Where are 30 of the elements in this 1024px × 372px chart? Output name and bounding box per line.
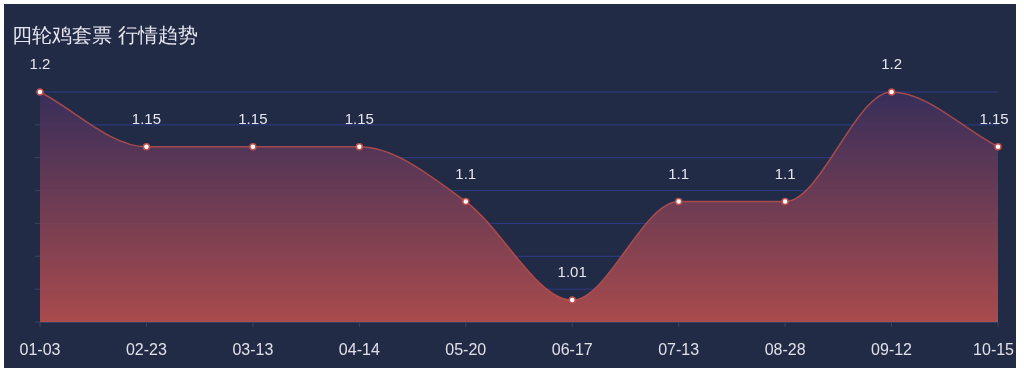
data-label: 1.1 bbox=[774, 164, 796, 182]
x-tick-label: 06-17 bbox=[551, 341, 593, 358]
point bbox=[249, 143, 257, 151]
point bbox=[462, 197, 470, 206]
data-label: 1.15 bbox=[131, 109, 162, 127]
point bbox=[781, 197, 789, 206]
data-label: 1.15 bbox=[979, 109, 1009, 127]
data-label: 1.2 bbox=[881, 55, 902, 72]
data-label: 1.01 bbox=[557, 263, 587, 281]
data-label: 1.15 bbox=[344, 109, 374, 127]
x-tick-label: 08-28 bbox=[764, 341, 806, 358]
x-tick-label: 07-13 bbox=[658, 341, 700, 358]
x-tick-label: 09-12 bbox=[871, 341, 913, 358]
x-tick-label: 10-15 bbox=[973, 341, 1015, 358]
chart-title: 四轮鸡套票 行情趋势 bbox=[12, 24, 198, 46]
data-label: 1.1 bbox=[668, 164, 690, 182]
point bbox=[355, 143, 364, 151]
point bbox=[887, 88, 896, 96]
point bbox=[142, 143, 151, 151]
x-tick-label: 04-14 bbox=[338, 341, 380, 358]
x-tick-label: 05-20 bbox=[445, 341, 487, 358]
data-label: 1.15 bbox=[238, 109, 268, 127]
x-tick-label: 01-03 bbox=[19, 341, 61, 358]
data-label: 1.2 bbox=[29, 55, 51, 72]
data-label: 1.1 bbox=[455, 164, 477, 182]
point bbox=[568, 296, 576, 304]
point bbox=[994, 143, 1002, 151]
point bbox=[674, 197, 683, 206]
x-tick-label: 02-23 bbox=[125, 341, 168, 358]
x-tick-label: 03-13 bbox=[232, 341, 274, 358]
